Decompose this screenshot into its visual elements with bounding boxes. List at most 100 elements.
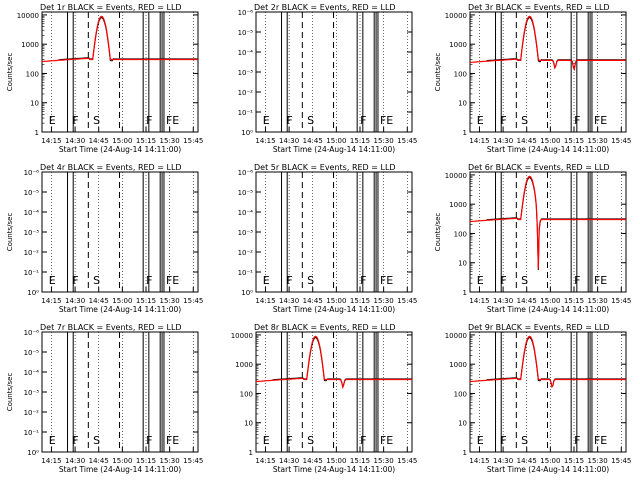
x-tick-label: 15:00 bbox=[326, 137, 346, 145]
panel-title: Det 1r BLACK = Events, RED = LLD bbox=[40, 3, 182, 12]
y-tick-label: 10 bbox=[244, 420, 253, 428]
panel-det3: Det 3r BLACK = Events, RED = LLD 1 10 100 10… bbox=[434, 3, 631, 154]
panel-det9: Det 9r BLACK = Events, RED = LLD 1 10 100 10… bbox=[445, 323, 632, 474]
y-tick-label: 10⁻⁴ bbox=[238, 49, 254, 57]
event-marker-label: FE bbox=[166, 114, 179, 127]
x-tick-label: 14:45 bbox=[303, 297, 323, 305]
x-tick-label: 15:45 bbox=[397, 457, 417, 465]
panel-title: Det 3r BLACK = Events, RED = LLD bbox=[468, 3, 610, 12]
y-tick-label: 10⁻⁴ bbox=[24, 369, 40, 377]
x-tick-label: 15:15 bbox=[350, 457, 370, 465]
event-marker-label: S bbox=[521, 114, 528, 127]
x-tick-label: 15:15 bbox=[564, 297, 584, 305]
x-tick-label: 14:30 bbox=[279, 457, 299, 465]
y-tick-label: 10⁻⁵ bbox=[24, 349, 40, 357]
x-tick-label: 14:45 bbox=[517, 457, 537, 465]
events-series-line bbox=[486, 17, 626, 71]
x-tick-label: 14:30 bbox=[493, 137, 513, 145]
event-marker-label: F bbox=[500, 274, 506, 287]
y-tick-label: 1000 bbox=[21, 41, 39, 49]
event-marker-label: F bbox=[574, 114, 580, 127]
y-tick-label: 10 bbox=[458, 100, 467, 108]
y-tick-label: 10000 bbox=[445, 332, 467, 340]
event-marker-label: F bbox=[286, 114, 292, 127]
event-marker-label: S bbox=[307, 434, 314, 447]
event-marker-label: E bbox=[477, 274, 484, 287]
x-tick-label: 15:30 bbox=[374, 297, 394, 305]
x-tick-label: 15:30 bbox=[374, 457, 394, 465]
y-tick-label: 10⁰ bbox=[241, 289, 253, 297]
event-marker-label: F bbox=[360, 274, 366, 287]
x-tick-label: 15:30 bbox=[588, 137, 608, 145]
panel-det6: Det 6r BLACK = Events, RED = LLD 1 10 100 10… bbox=[434, 163, 631, 314]
y-tick-label: 10⁻³ bbox=[24, 389, 40, 397]
y-tick-label: 1000 bbox=[235, 361, 253, 369]
event-marker-label: E bbox=[49, 434, 56, 447]
x-axis-label: Start Time (24-Aug-14 14:11:00) bbox=[487, 145, 609, 154]
panel-title: Det 8r BLACK = Events, RED = LLD bbox=[254, 323, 396, 332]
panel-title: Det 5r BLACK = Events, RED = LLD bbox=[254, 163, 396, 172]
y-tick-label: 10⁻² bbox=[24, 409, 40, 417]
y-tick-label: 10⁻³ bbox=[238, 69, 254, 77]
event-marker-label: FE bbox=[594, 434, 607, 447]
event-marker-label: FE bbox=[594, 114, 607, 127]
y-tick-label: 10000 bbox=[445, 172, 467, 180]
y-tick-label: 10⁻⁵ bbox=[238, 29, 254, 37]
event-marker-label: FE bbox=[380, 434, 393, 447]
y-tick-label: 1 bbox=[463, 129, 467, 137]
x-tick-label: 15:15 bbox=[136, 297, 156, 305]
event-marker-label: S bbox=[307, 274, 314, 287]
x-tick-label: 14:15 bbox=[255, 457, 275, 465]
event-marker-label: F bbox=[286, 274, 292, 287]
x-tick-label: 14:45 bbox=[89, 297, 109, 305]
panel-title: Det 4r BLACK = Events, RED = LLD bbox=[40, 163, 182, 172]
panel-title: Det 9r BLACK = Events, RED = LLD bbox=[468, 323, 610, 332]
lld-series-line bbox=[255, 335, 412, 390]
y-tick-label: 100 bbox=[454, 390, 467, 398]
x-tick-label: 14:15 bbox=[41, 297, 61, 305]
panel-title: Det 7r BLACK = Events, RED = LLD bbox=[40, 323, 182, 332]
x-axis-label: Start Time (24-Aug-14 14:11:00) bbox=[273, 305, 395, 314]
x-tick-label: 14:45 bbox=[303, 137, 323, 145]
event-marker-label: F bbox=[574, 274, 580, 287]
x-tick-label: 14:30 bbox=[493, 457, 513, 465]
event-marker-label: E bbox=[477, 114, 484, 127]
y-tick-label: 100 bbox=[240, 390, 253, 398]
y-tick-label: 10000 bbox=[231, 332, 253, 340]
y-tick-label: 10⁻⁶ bbox=[24, 329, 40, 337]
y-tick-label: 10⁻¹ bbox=[24, 269, 40, 277]
x-tick-label: 14:15 bbox=[469, 297, 489, 305]
y-axis-label: Counts/sec bbox=[6, 373, 14, 412]
x-tick-label: 14:15 bbox=[469, 137, 489, 145]
event-marker-label: S bbox=[93, 114, 100, 127]
x-tick-label: 14:15 bbox=[255, 297, 275, 305]
x-axis-label: Start Time (24-Aug-14 14:11:00) bbox=[59, 305, 181, 314]
y-tick-label: 10⁻¹ bbox=[24, 429, 40, 437]
x-axis-label: Start Time (24-Aug-14 14:11:00) bbox=[273, 465, 395, 474]
x-axis-label: Start Time (24-Aug-14 14:11:00) bbox=[273, 145, 395, 154]
y-tick-label: 10⁻¹ bbox=[238, 109, 254, 117]
x-tick-label: 15:30 bbox=[160, 297, 180, 305]
event-marker-label: F bbox=[72, 114, 78, 127]
x-axis-label: Start Time (24-Aug-14 14:11:00) bbox=[59, 145, 181, 154]
event-marker-label: F bbox=[286, 434, 292, 447]
event-marker-label: F bbox=[146, 434, 152, 447]
panel-det4: Det 4r BLACK = Events, RED = LLD 10⁰ 10⁻¹ 1… bbox=[6, 163, 203, 314]
x-tick-label: 15:45 bbox=[183, 457, 203, 465]
x-tick-label: 15:00 bbox=[540, 137, 560, 145]
y-tick-label: 10 bbox=[458, 260, 467, 268]
y-tick-label: 10 bbox=[30, 100, 39, 108]
x-tick-label: 14:30 bbox=[493, 297, 513, 305]
y-tick-label: 10000 bbox=[445, 12, 467, 20]
x-axis-label: Start Time (24-Aug-14 14:11:00) bbox=[59, 465, 181, 474]
event-marker-label: S bbox=[93, 434, 100, 447]
x-axis-label: Start Time (24-Aug-14 14:11:00) bbox=[487, 465, 609, 474]
x-tick-label: 15:30 bbox=[160, 457, 180, 465]
event-marker-label: E bbox=[263, 434, 270, 447]
event-marker-label: F bbox=[360, 114, 366, 127]
panel-det2: Det 2r BLACK = Events, RED = LLD 10⁰ 10⁻¹ 1… bbox=[238, 3, 418, 154]
lld-series-line bbox=[41, 15, 198, 63]
x-tick-label: 15:30 bbox=[160, 137, 180, 145]
y-tick-label: 1000 bbox=[449, 361, 467, 369]
y-tick-label: 1 bbox=[249, 449, 253, 457]
